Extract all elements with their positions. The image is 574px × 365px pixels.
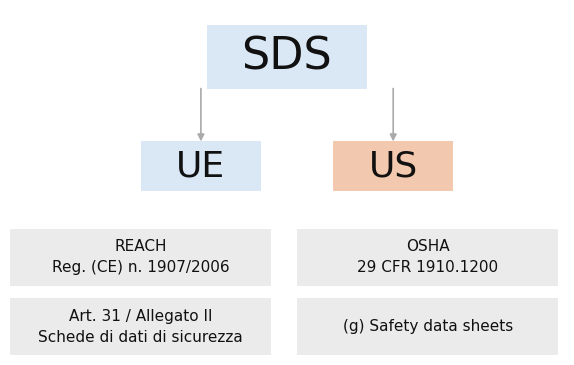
Text: OSHA
29 CFR 1910.1200: OSHA 29 CFR 1910.1200 xyxy=(357,239,498,275)
Text: (g) Safety data sheets: (g) Safety data sheets xyxy=(343,319,513,334)
FancyBboxPatch shape xyxy=(10,299,272,355)
FancyBboxPatch shape xyxy=(207,25,367,89)
Text: Art. 31 / Allegato II
Schede di dati di sicurezza: Art. 31 / Allegato II Schede di dati di … xyxy=(38,309,243,345)
FancyBboxPatch shape xyxy=(297,229,558,285)
Text: REACH
Reg. (CE) n. 1907/2006: REACH Reg. (CE) n. 1907/2006 xyxy=(52,239,230,275)
Text: US: US xyxy=(369,149,418,183)
Text: SDS: SDS xyxy=(242,35,332,78)
FancyBboxPatch shape xyxy=(297,299,558,355)
Text: UE: UE xyxy=(176,149,226,183)
FancyBboxPatch shape xyxy=(10,229,272,285)
FancyBboxPatch shape xyxy=(141,141,261,191)
FancyBboxPatch shape xyxy=(333,141,453,191)
